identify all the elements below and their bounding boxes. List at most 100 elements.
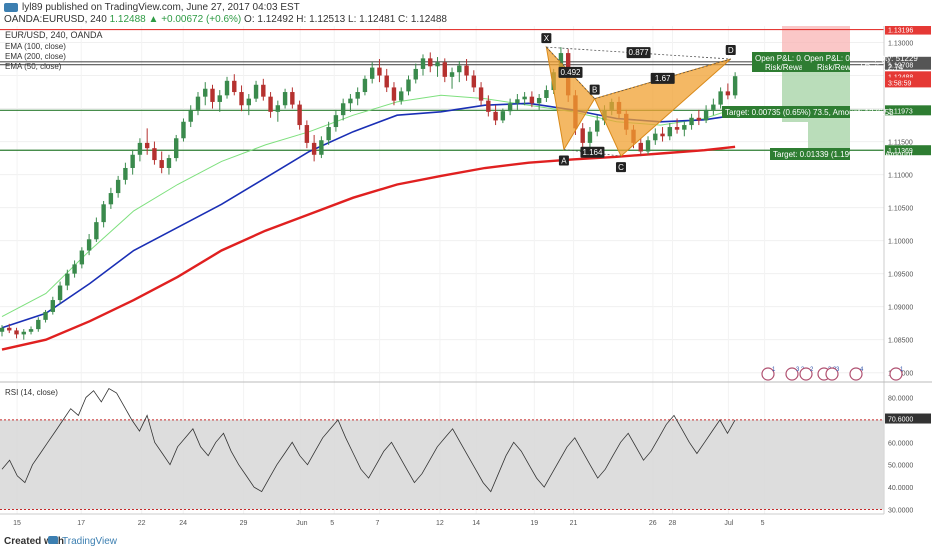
candle-body: [224, 80, 230, 96]
ratio-label: 0.877: [629, 48, 650, 57]
candle-body: [689, 117, 694, 126]
rsi-band: [0, 419, 884, 510]
risk-reward-1: Risk/Reward...: [765, 63, 817, 72]
candle-body: [174, 138, 179, 159]
candle-body: [696, 117, 702, 121]
target-box-2: [770, 148, 850, 160]
event-flag-icon[interactable]: [849, 367, 863, 381]
time-tick-label: 15: [13, 520, 21, 527]
candle-body: [57, 285, 63, 301]
candle-body: [195, 96, 201, 110]
candle-body: [28, 329, 34, 332]
candle-body: [703, 109, 709, 121]
price-tag-label: 1.13196: [888, 28, 913, 35]
rsi-value-label: 70.6000: [888, 417, 913, 424]
candle-body: [188, 109, 193, 122]
candle-body: [515, 99, 520, 104]
ratio-label: 0.492: [560, 68, 581, 77]
candle-body: [486, 100, 491, 112]
candle-body: [304, 125, 310, 143]
ratio-label: 1.67: [655, 74, 671, 83]
candle-body: [7, 327, 12, 331]
candle-body: [159, 160, 164, 168]
risk-reward-2: Risk/Reward Ratio: 2.74: [817, 63, 904, 72]
rsi-tick-label: 80.0000: [888, 395, 913, 402]
candle-body: [682, 125, 687, 130]
candle-body: [420, 58, 426, 69]
candle-body: [0, 327, 5, 332]
candle-body: [144, 142, 150, 149]
time-tick-label: Jun: [296, 520, 307, 527]
target-2: Target: 0.01339 (1.19%) 133.9, Amount...: [773, 150, 919, 159]
candle-body: [333, 115, 339, 128]
price-tag: [885, 59, 931, 70]
price-tag-label: 1.12708: [888, 63, 913, 70]
candle-body: [529, 96, 535, 104]
candle-body: [348, 98, 353, 104]
candle-body: [21, 331, 26, 335]
candle-body: [580, 128, 585, 143]
price-tag: [885, 145, 931, 156]
candle-body: [638, 142, 643, 152]
candle-body: [115, 179, 121, 194]
tradingview-brand-link[interactable]: TradingView: [62, 536, 118, 547]
price-change: 1.12488 ▲ +0.00672 (+0.6%): [109, 14, 242, 25]
candle-body: [522, 96, 527, 100]
event-flag-icon[interactable]: [761, 367, 775, 381]
ratio-badge: [558, 66, 583, 78]
candle-body: [203, 88, 208, 97]
candle-body: [391, 87, 397, 101]
price-tag: [885, 71, 931, 82]
price-tick-label: 1.09500: [888, 272, 913, 279]
target-box-1: [722, 106, 850, 118]
time-tick-label: 29: [240, 520, 248, 527]
candle-body: [101, 204, 106, 223]
pattern-point-label: D: [728, 46, 734, 55]
rsi-tick-label: 50.0000: [888, 463, 913, 470]
legend-title: EUR/USD, 240, OANDA: [5, 30, 103, 40]
candle-body: [507, 103, 513, 112]
rsi-tick-label: 30.0000: [888, 508, 913, 515]
candle-body: [674, 127, 680, 130]
symbol-label: OANDA:EURUSD, 240: [4, 14, 107, 25]
candle-body: [261, 84, 266, 97]
event-flag-icon[interactable]: [889, 367, 903, 381]
candle-body: [732, 76, 738, 96]
rsi-title: RSI (14, close): [5, 388, 58, 397]
event-flag-icon[interactable]: [785, 367, 799, 381]
candle-body: [72, 264, 77, 274]
open-pl-2: Open P&L: 0.00221, Qty: 51229: [804, 54, 918, 63]
open-pl-1: Open P&L: 0.00...: [755, 54, 819, 63]
ratio-label: 1.164: [582, 148, 603, 157]
candle-body: [413, 68, 418, 80]
pattern-point-label: C: [618, 163, 624, 172]
candle-body: [108, 193, 114, 205]
candle-body: [94, 222, 99, 240]
event-flag-icon[interactable]: [799, 367, 813, 381]
ohlc-values: O: 1.12492 H: 1.12513 L: 1.12481 C: 1.12…: [244, 14, 447, 25]
price-tick-label: 1.09000: [888, 305, 913, 312]
time-tick-label: 5: [330, 520, 334, 527]
candle-body: [340, 103, 346, 116]
candle-body: [500, 111, 506, 121]
candle-body: [544, 90, 549, 98]
candle-body: [471, 75, 477, 88]
candle-body: [362, 78, 368, 93]
candle-body: [232, 80, 237, 93]
time-tick-label: 28: [669, 520, 677, 527]
event-count-label: 1: [772, 367, 776, 373]
ratio-badge: [580, 146, 605, 158]
candle-body: [464, 65, 469, 76]
candle-body: [711, 104, 716, 110]
candle-body: [152, 148, 157, 161]
event-count-label: 4: [860, 367, 864, 373]
rsi-tick-label: 40.0000: [888, 485, 913, 492]
time-tick-label: 21: [570, 520, 578, 527]
pattern-point-badge: [541, 33, 552, 44]
candle-body: [311, 142, 317, 155]
price-tick-label: 1.11000: [888, 173, 913, 180]
candle-body: [297, 104, 302, 126]
candle-body: [130, 154, 135, 168]
event-flag-icon[interactable]: [825, 367, 839, 381]
